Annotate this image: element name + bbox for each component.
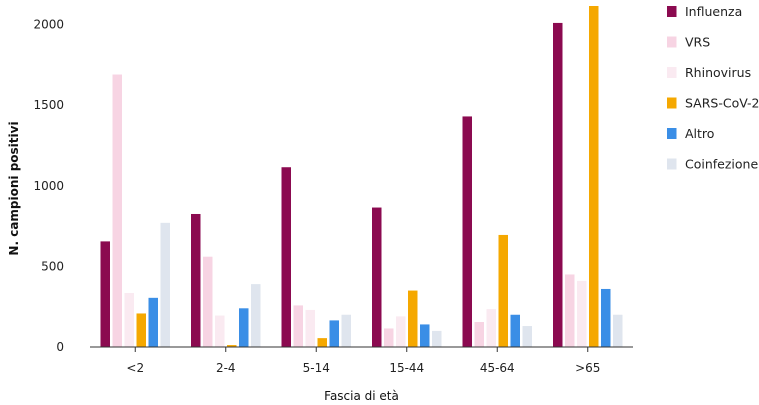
bar (148, 297, 158, 347)
x-axis-ticks: <2 2-4 5-14 15-44 45-64 >65 (126, 347, 600, 375)
bar (215, 315, 225, 347)
x-tick-label: 5-14 (303, 361, 330, 375)
y-tick-label: 0 (56, 340, 64, 354)
legend-label: SARS-CoV-2 (685, 96, 759, 111)
bar (522, 326, 532, 347)
legend-swatch (667, 67, 677, 78)
x-tick-label: 15-44 (389, 361, 424, 375)
bar (191, 213, 201, 347)
bar (420, 324, 430, 347)
y-tick-label: 500 (41, 259, 64, 273)
bar (372, 207, 382, 347)
bar (577, 280, 587, 347)
bar (239, 308, 249, 347)
bar (305, 309, 315, 347)
y-axis-ticks: 0 500 1000 1500 2000 (33, 18, 64, 354)
bar (227, 345, 237, 347)
bar (384, 328, 394, 347)
bar (486, 309, 496, 347)
bar (589, 6, 599, 347)
bar (601, 288, 611, 347)
bars (100, 6, 623, 348)
legend-swatch (667, 97, 677, 109)
y-tick-label: 1000 (33, 179, 64, 193)
x-tick-label: 2-4 (216, 361, 236, 375)
bar (462, 116, 472, 347)
bar (565, 274, 575, 347)
y-axis-title: N. campioni positivi (7, 121, 21, 255)
y-tick-label: 1500 (33, 98, 64, 112)
bar (613, 314, 623, 347)
bar (251, 284, 261, 347)
legend-label: VRS (685, 35, 710, 50)
x-tick-label: <2 (126, 361, 144, 375)
bar (293, 305, 303, 347)
bar (136, 313, 146, 347)
bar (160, 222, 170, 347)
legend-swatch (667, 158, 677, 170)
bar (396, 316, 406, 347)
bar (203, 256, 213, 347)
legend-label: Coinfezione (685, 157, 758, 172)
x-axis-title: Fascia di età (324, 389, 399, 403)
bar (112, 74, 122, 348)
bar (100, 241, 110, 347)
bar (281, 167, 291, 347)
bar (317, 338, 327, 347)
legend-label: Influenza (685, 4, 742, 19)
bar (408, 290, 418, 347)
legend-label: Altro (685, 126, 714, 141)
legend-label: Rhinovirus (685, 65, 751, 80)
bar (329, 320, 339, 347)
legend-swatch (667, 128, 677, 139)
y-tick-label: 2000 (33, 18, 64, 32)
bar (341, 314, 351, 347)
bar (498, 234, 508, 347)
bar (510, 314, 520, 347)
bar (474, 322, 484, 347)
legend: Influenza VRS Rhinovirus SARS-CoV-2 Altro Coi… (667, 4, 759, 172)
bar (432, 330, 442, 347)
bar (553, 22, 563, 348)
legend-swatch (667, 36, 677, 48)
legend-swatch (667, 6, 677, 17)
x-tick-label: 45-64 (480, 361, 515, 375)
bar (124, 292, 134, 347)
x-tick-label: >65 (575, 361, 600, 375)
